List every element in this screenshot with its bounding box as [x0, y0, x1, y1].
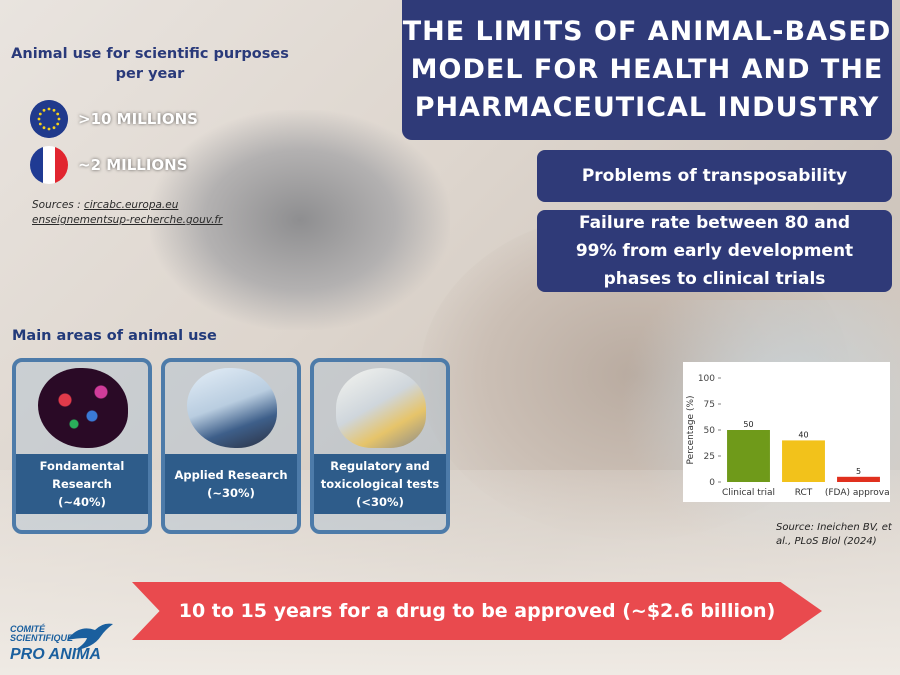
bar-data-label: 50: [743, 420, 753, 429]
area-card-label-box: Regulatory and toxicological tests (<30%…: [314, 454, 446, 514]
france-animal-count: ~2 MILLIONS: [78, 156, 188, 174]
pills-image: [336, 368, 426, 448]
failure-rate-box: Failure rate between 80 and 99% from ear…: [537, 210, 892, 292]
area-card-share: (<30%): [356, 495, 404, 509]
bar-0: [727, 430, 770, 482]
bird-icon: [67, 623, 113, 650]
logo-line-2: SCIENTIFIQUE: [10, 633, 74, 643]
y-axis-label: Percentage (%): [686, 395, 696, 464]
area-card-label-box: Applied Research (~30%): [165, 454, 297, 514]
approval-chart: Percentage (%) 0 25 50 75 100 50 Clinical trial…: [683, 362, 890, 502]
area-card-label: Regulatory and toxicological tests: [320, 459, 440, 491]
lab-research-image: [187, 368, 277, 448]
x-tick-label: RCT: [795, 488, 813, 498]
y-tick-label: 25: [704, 452, 715, 462]
sources-label: Sources :: [32, 199, 81, 211]
x-tick-label: Clinical trial: [722, 488, 775, 498]
area-card-share: (~30%): [207, 486, 255, 500]
failure-rate-text: Failure rate between 80 and 99% from ear…: [575, 213, 854, 289]
chart-source: Source: Ineichen BV, et al., PLoS Biol (…: [776, 522, 892, 547]
bar-data-label: 5: [856, 467, 861, 476]
pro-anima-logo: COMITÉ SCIENTIFIQUE PRO ANIMA: [10, 620, 120, 670]
area-card-label-box: Fondamental Research (~40%): [16, 454, 148, 514]
eu-flag-icon: [30, 100, 68, 138]
x-tick-label: (FDA) approval: [825, 488, 890, 498]
transposability-text: Problems of transposability: [581, 166, 848, 186]
bar-2: [837, 476, 880, 482]
france-flag-icon: [30, 146, 68, 184]
area-card-label: Applied Research: [174, 468, 288, 482]
area-card-fundamental: Fondamental Research (~40%): [12, 358, 152, 534]
transposability-box: Problems of transposability: [537, 150, 892, 202]
logo-line-3: PRO ANIMA: [10, 646, 101, 663]
area-card-label: Fondamental Research: [39, 459, 125, 491]
approval-time-text: 10 to 15 years for a drug to be approved…: [178, 600, 776, 622]
eu-animal-count: >10 MILLIONS: [78, 110, 198, 128]
bar-1: [782, 440, 825, 482]
animal-use-title: Animal use for scientific purposes per y…: [11, 46, 289, 82]
y-tick-label: 0: [709, 478, 715, 488]
y-tick-label: 75: [704, 400, 715, 410]
logo-line-1: COMITÉ: [10, 624, 45, 634]
approval-time-banner: 10 to 15 years for a drug to be approved…: [132, 582, 822, 640]
cells-image: [38, 368, 128, 448]
title-banner: THE LIMITS OF ANIMAL-BASED MODEL FOR HEA…: [402, 0, 892, 140]
area-card-regulatory: Regulatory and toxicological tests (<30%…: [310, 358, 450, 534]
microscope-background: [150, 110, 450, 330]
y-tick-label: 50: [704, 426, 716, 436]
page-title: THE LIMITS OF ANIMAL-BASED MODEL FOR HEA…: [402, 16, 892, 123]
chart-svg: Percentage (%) 0 25 50 75 100 50 Clinical trial…: [686, 374, 890, 498]
source-link-2[interactable]: enseignementsup-recherche.gouv.fr: [32, 214, 223, 226]
sources: Sources : circabc.europa.eu enseignement…: [32, 198, 222, 228]
y-tick-label: 100: [698, 374, 715, 384]
bar-data-label: 40: [798, 430, 808, 439]
area-card-share: (~40%): [58, 495, 106, 509]
source-link-1[interactable]: circabc.europa.eu: [83, 199, 179, 211]
area-card-applied: Applied Research (~30%): [161, 358, 301, 534]
main-areas-title: Main areas of animal use: [12, 328, 217, 344]
